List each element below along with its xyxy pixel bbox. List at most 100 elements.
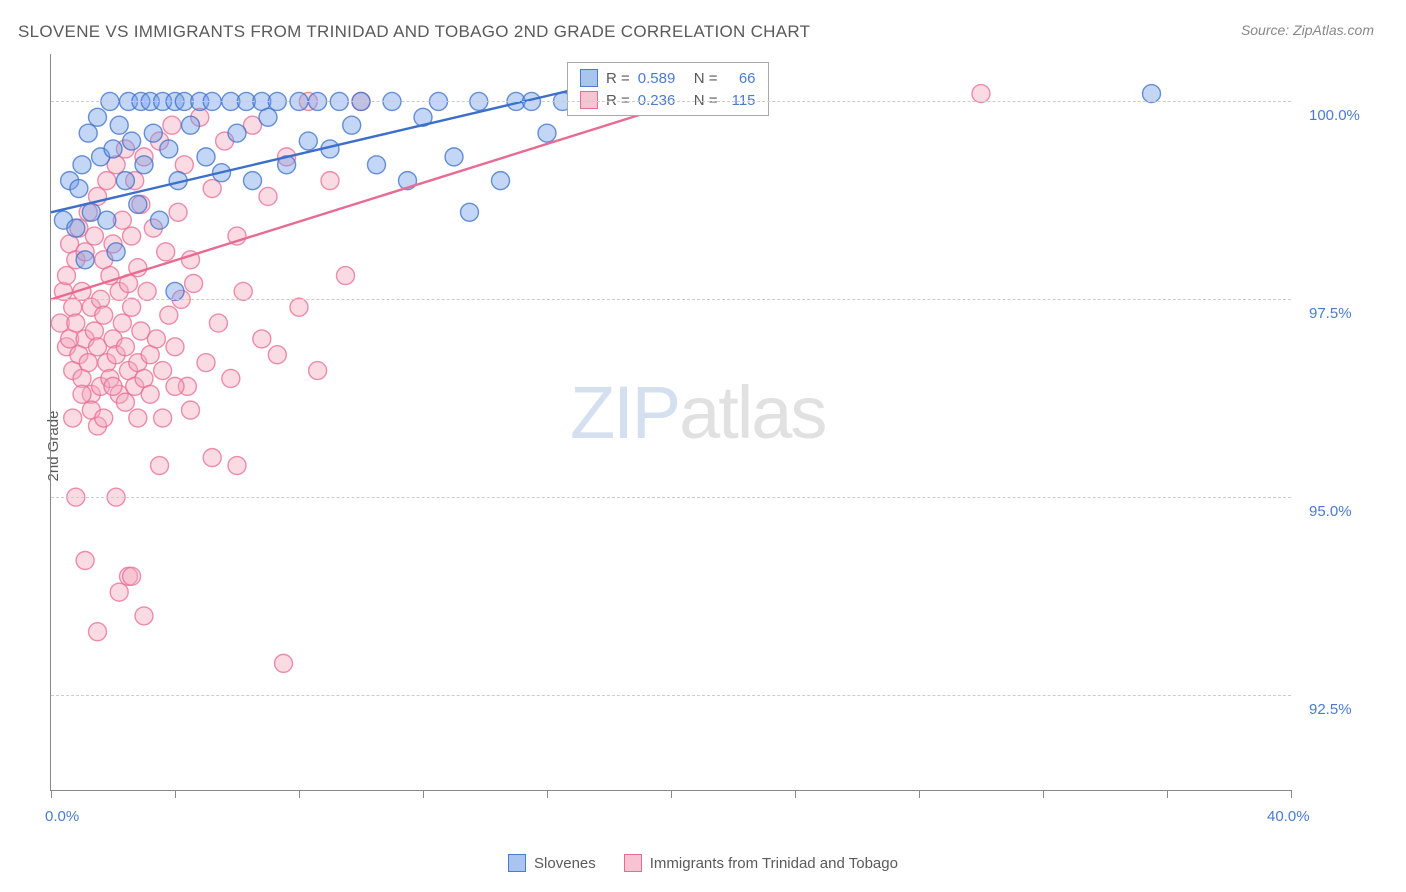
data-point [98,211,116,229]
data-point [58,267,76,285]
data-point [73,385,91,403]
xtick [423,790,424,798]
correlation-stats-box: R =0.589N =66R =0.236N =115 [567,62,769,116]
ytick-label: 92.5% [1309,701,1352,718]
data-point [244,172,262,190]
xtick [1043,790,1044,798]
xtick [1291,790,1292,798]
data-point [228,457,246,475]
xtick-label: 40.0% [1267,808,1310,825]
xtick [51,790,52,798]
xtick-label: 0.0% [45,808,79,825]
ytick-label: 97.5% [1309,305,1352,322]
data-point [79,354,97,372]
xtick [1167,790,1168,798]
data-point [116,393,134,411]
data-point [268,346,286,364]
ytick-label: 100.0% [1309,107,1360,124]
source-attribution: Source: ZipAtlas.com [1241,22,1374,38]
data-point [343,116,361,134]
data-point [203,449,221,467]
gridline [51,695,1291,696]
data-point [299,132,317,150]
gridline [51,497,1291,498]
chart-svg [51,54,1291,790]
data-point [197,148,215,166]
data-point [76,551,94,569]
data-point [197,354,215,372]
data-point [123,567,141,585]
legend-swatch [508,854,526,872]
data-point [67,219,85,237]
data-point [85,227,103,245]
data-point [166,338,184,356]
data-point [95,306,113,324]
data-point [95,409,113,427]
data-point [116,338,134,356]
trend-line [51,86,733,300]
legend-label: Immigrants from Trinidad and Tobago [650,855,898,872]
data-point [234,282,252,300]
stat-n-label: N = [694,70,718,87]
stat-n-value: 66 [726,70,756,87]
data-point [73,156,91,174]
stat-r-value: 0.589 [638,70,686,87]
data-point [113,314,131,332]
gridline [51,101,1291,102]
data-point [163,116,181,134]
data-point [129,195,147,213]
data-point [209,314,227,332]
data-point [309,362,327,380]
data-point [123,227,141,245]
legend-item: Slovenes [508,854,596,872]
data-point [275,654,293,672]
xtick [547,790,548,798]
data-point [110,583,128,601]
data-point [104,140,122,158]
legend-swatch [580,69,598,87]
data-point [123,298,141,316]
plot-area: R =0.589N =66R =0.236N =115 92.5%95.0%97… [50,54,1291,791]
data-point [64,409,82,427]
data-point [228,124,246,142]
stat-r-label: R = [606,92,630,109]
data-point [64,298,82,316]
data-point [135,607,153,625]
legend-item: Immigrants from Trinidad and Tobago [624,854,898,872]
bottom-legend: Slovenes Immigrants from Trinidad and Tob… [0,854,1406,872]
ytick-label: 95.0% [1309,503,1352,520]
xtick [299,790,300,798]
data-point [104,377,122,395]
data-point [166,282,184,300]
data-point [538,124,556,142]
data-point [116,172,134,190]
data-point [222,369,240,387]
data-point [182,116,200,134]
data-point [169,203,187,221]
data-point [160,306,178,324]
chart-title: SLOVENE VS IMMIGRANTS FROM TRINIDAD AND … [18,22,810,42]
data-point [160,140,178,158]
stat-r-value: 0.236 [638,92,686,109]
data-point [182,401,200,419]
stats-row: R =0.236N =115 [568,89,768,111]
data-point [157,243,175,261]
data-point [98,172,116,190]
data-point [259,187,277,205]
xtick [919,790,920,798]
stat-r-label: R = [606,70,630,87]
data-point [70,180,88,198]
data-point [67,314,85,332]
stat-n-label: N = [694,92,718,109]
data-point [79,124,97,142]
data-point [253,330,271,348]
data-point [321,172,339,190]
data-point [337,267,355,285]
data-point [368,156,386,174]
data-point [972,85,990,103]
data-point [154,362,172,380]
stats-row: R = 0.589 N = 66 [568,67,768,89]
data-point [141,385,159,403]
data-point [203,180,221,198]
xtick [795,790,796,798]
